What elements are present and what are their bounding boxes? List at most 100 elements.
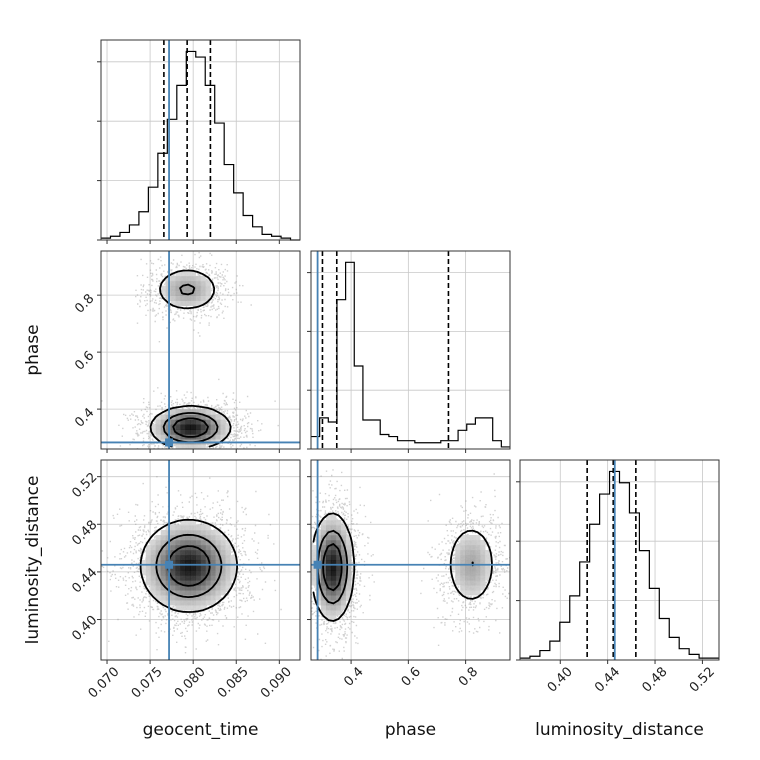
density-cell: [205, 580, 211, 586]
density-cell: [470, 540, 476, 546]
density-cell: [475, 560, 481, 566]
density-cell: [200, 595, 206, 601]
truth-marker: [165, 560, 174, 569]
density-cell: [215, 419, 221, 425]
density-cell: [195, 414, 201, 420]
panel-content: [101, 460, 300, 660]
density-cell: [175, 285, 181, 291]
density-cell: [180, 414, 186, 420]
density-cell: [320, 530, 327, 536]
density-cell: [335, 605, 342, 611]
density-cell: [155, 570, 162, 576]
density-cell: [470, 575, 476, 581]
density-cell: [335, 545, 342, 551]
density-cell: [175, 530, 181, 536]
density-cell: [335, 610, 342, 616]
density-cell: [185, 280, 191, 287]
density-cell: [190, 585, 196, 591]
density-cell: [160, 540, 167, 546]
density-cell: [345, 535, 352, 541]
density-cell: [210, 540, 216, 546]
density-cell: [455, 545, 461, 551]
density-cell: [220, 590, 226, 596]
density-cell: [465, 540, 471, 546]
density-cell: [215, 590, 221, 596]
density-cell: [185, 525, 191, 531]
y-tick-label: 0.6: [72, 348, 97, 373]
x-tick-label: 0.8: [456, 664, 481, 689]
density-cell: [190, 520, 196, 526]
density-cell: [185, 530, 191, 536]
density-cell: [155, 585, 162, 591]
density-cell: [475, 575, 481, 581]
density-cell: [160, 530, 167, 536]
density-cell: [190, 555, 196, 561]
density-cell: [155, 535, 162, 541]
density-cell: [470, 590, 476, 596]
density-cell: [220, 580, 226, 586]
density-cell: [180, 424, 186, 430]
density-cell: [325, 550, 332, 556]
density-cell: [325, 525, 332, 531]
density-cell: [320, 545, 327, 551]
density-cell: [330, 565, 337, 571]
density-cell: [465, 580, 471, 586]
density-cell: [465, 535, 471, 541]
density-cell: [155, 580, 162, 586]
density-cell: [210, 570, 216, 576]
density-cell: [210, 535, 216, 541]
density-cell: [155, 419, 162, 425]
density-cell: [175, 585, 181, 591]
x-tick-label: 0.080: [172, 664, 209, 701]
density-cell: [190, 419, 196, 425]
density-cell: [215, 434, 221, 440]
density-cell: [325, 570, 332, 576]
density-cell: [170, 560, 176, 566]
x-tick-label: 0.085: [215, 664, 252, 701]
density-cell: [340, 530, 347, 536]
density-cell: [210, 595, 216, 601]
density-cell: [175, 565, 181, 571]
density-cell: [175, 540, 181, 546]
x-tick-label: 0.090: [258, 664, 295, 701]
density-cell: [150, 560, 157, 566]
density-cell: [330, 530, 337, 536]
density-cell: [455, 555, 461, 561]
density-cell: [335, 590, 342, 596]
density-cell: [220, 419, 226, 425]
density-cell: [311, 550, 317, 556]
density-cell: [220, 560, 226, 566]
density-cell: [180, 419, 186, 425]
density-cell: [150, 429, 157, 435]
density-cell: [215, 535, 221, 541]
density-cell: [190, 429, 196, 435]
density-cell: [230, 560, 236, 566]
density-cell: [195, 280, 201, 287]
density-cell: [195, 419, 201, 425]
density-cell: [210, 414, 216, 420]
density-cell: [450, 560, 456, 566]
density-cell: [325, 520, 332, 526]
density-cell: [320, 540, 327, 546]
density-cell: [205, 280, 211, 287]
y-tick-label: 0.48: [69, 518, 100, 549]
y-axis-label-phase: phase: [23, 324, 43, 375]
density-cell: [170, 545, 176, 551]
density-cell: [210, 434, 216, 440]
density-cell: [220, 434, 226, 440]
density-cell: [325, 590, 332, 596]
density-cell: [330, 515, 337, 521]
density-cell: [175, 424, 181, 430]
density-cell: [200, 280, 206, 287]
axes-frame: [310, 250, 511, 450]
density-cell: [175, 275, 181, 282]
density-cell: [215, 555, 221, 561]
density-cell: [195, 565, 201, 571]
density-cell: [155, 414, 162, 420]
density-cell: [340, 545, 347, 551]
density-cell: [185, 275, 191, 282]
density-cell: [485, 565, 491, 571]
density-cell: [215, 414, 221, 420]
density-cell: [455, 570, 461, 576]
density-cell: [190, 270, 196, 277]
